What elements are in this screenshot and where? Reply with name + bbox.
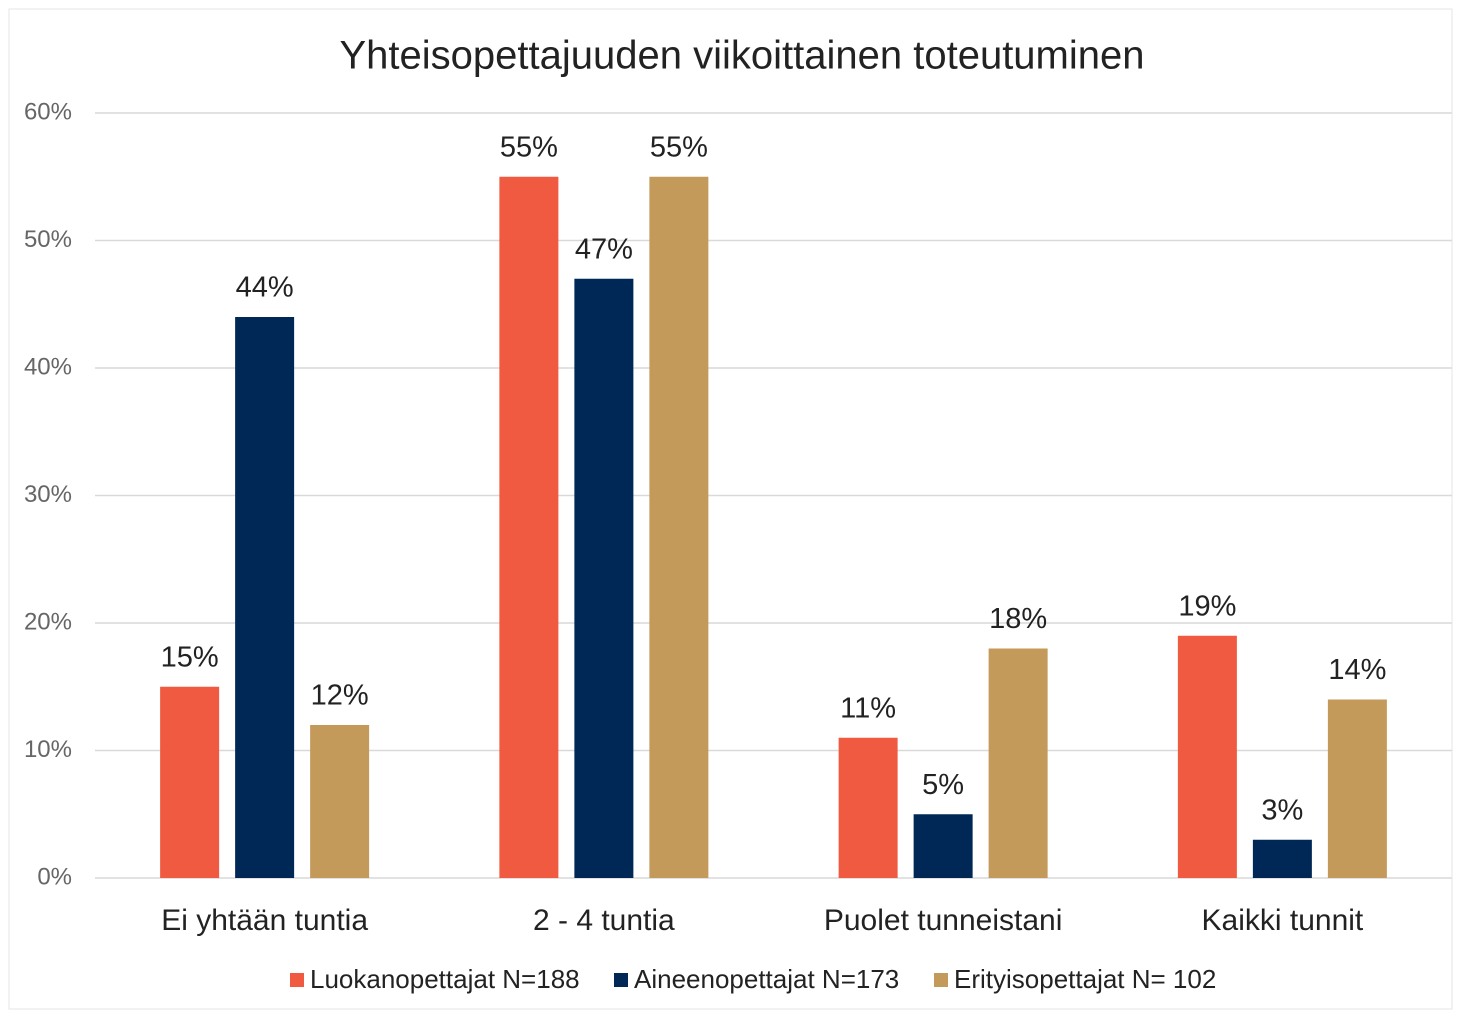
data-label: 18% (989, 603, 1047, 635)
data-label: 14% (1328, 654, 1386, 686)
bar (1327, 699, 1387, 878)
legend-swatch (934, 973, 948, 987)
data-label: 55% (650, 131, 708, 163)
bar (1252, 839, 1312, 878)
y-tick-label: 30% (24, 481, 72, 508)
data-label: 11% (840, 692, 896, 724)
bar (310, 725, 370, 878)
x-tick-label: Ei yhtään tuntia (161, 904, 368, 937)
legend-label: Erityisopettajat N= 102 (954, 964, 1216, 994)
y-tick-label: 20% (24, 608, 72, 635)
bar (235, 317, 295, 878)
data-label: 44% (236, 272, 294, 304)
data-label: 55% (500, 131, 558, 163)
bar (649, 176, 709, 878)
bar (160, 686, 220, 878)
data-label: 3% (1261, 794, 1303, 826)
y-tick-label: 40% (24, 353, 72, 380)
data-label: 15% (161, 641, 219, 673)
chart-title: Yhteisopettajuuden viikoittainen toteutu… (340, 34, 1145, 78)
x-tick-label: Puolet tunneistani (824, 904, 1063, 937)
data-label: 19% (1178, 590, 1236, 622)
bar (1177, 635, 1237, 878)
y-tick-label: 50% (24, 226, 72, 253)
y-tick-label: 60% (24, 98, 72, 125)
data-label: 12% (311, 680, 369, 712)
x-tick-label: Kaikki tunnit (1202, 904, 1364, 937)
bar (913, 814, 973, 878)
bar (838, 737, 898, 878)
x-tick-label: 2 - 4 tuntia (533, 904, 675, 937)
bar (574, 278, 634, 878)
legend-swatch (614, 973, 628, 987)
data-label: 5% (922, 769, 964, 801)
data-label: 47% (575, 233, 633, 265)
bar (988, 648, 1048, 878)
legend-swatch (290, 973, 304, 987)
y-tick-label: 0% (37, 863, 72, 890)
legend-label: Aineenopettajat N=173 (634, 964, 899, 994)
y-tick-label: 10% (24, 736, 72, 763)
bar (499, 176, 559, 878)
legend-label: Luokanopettajat N=188 (310, 964, 580, 994)
